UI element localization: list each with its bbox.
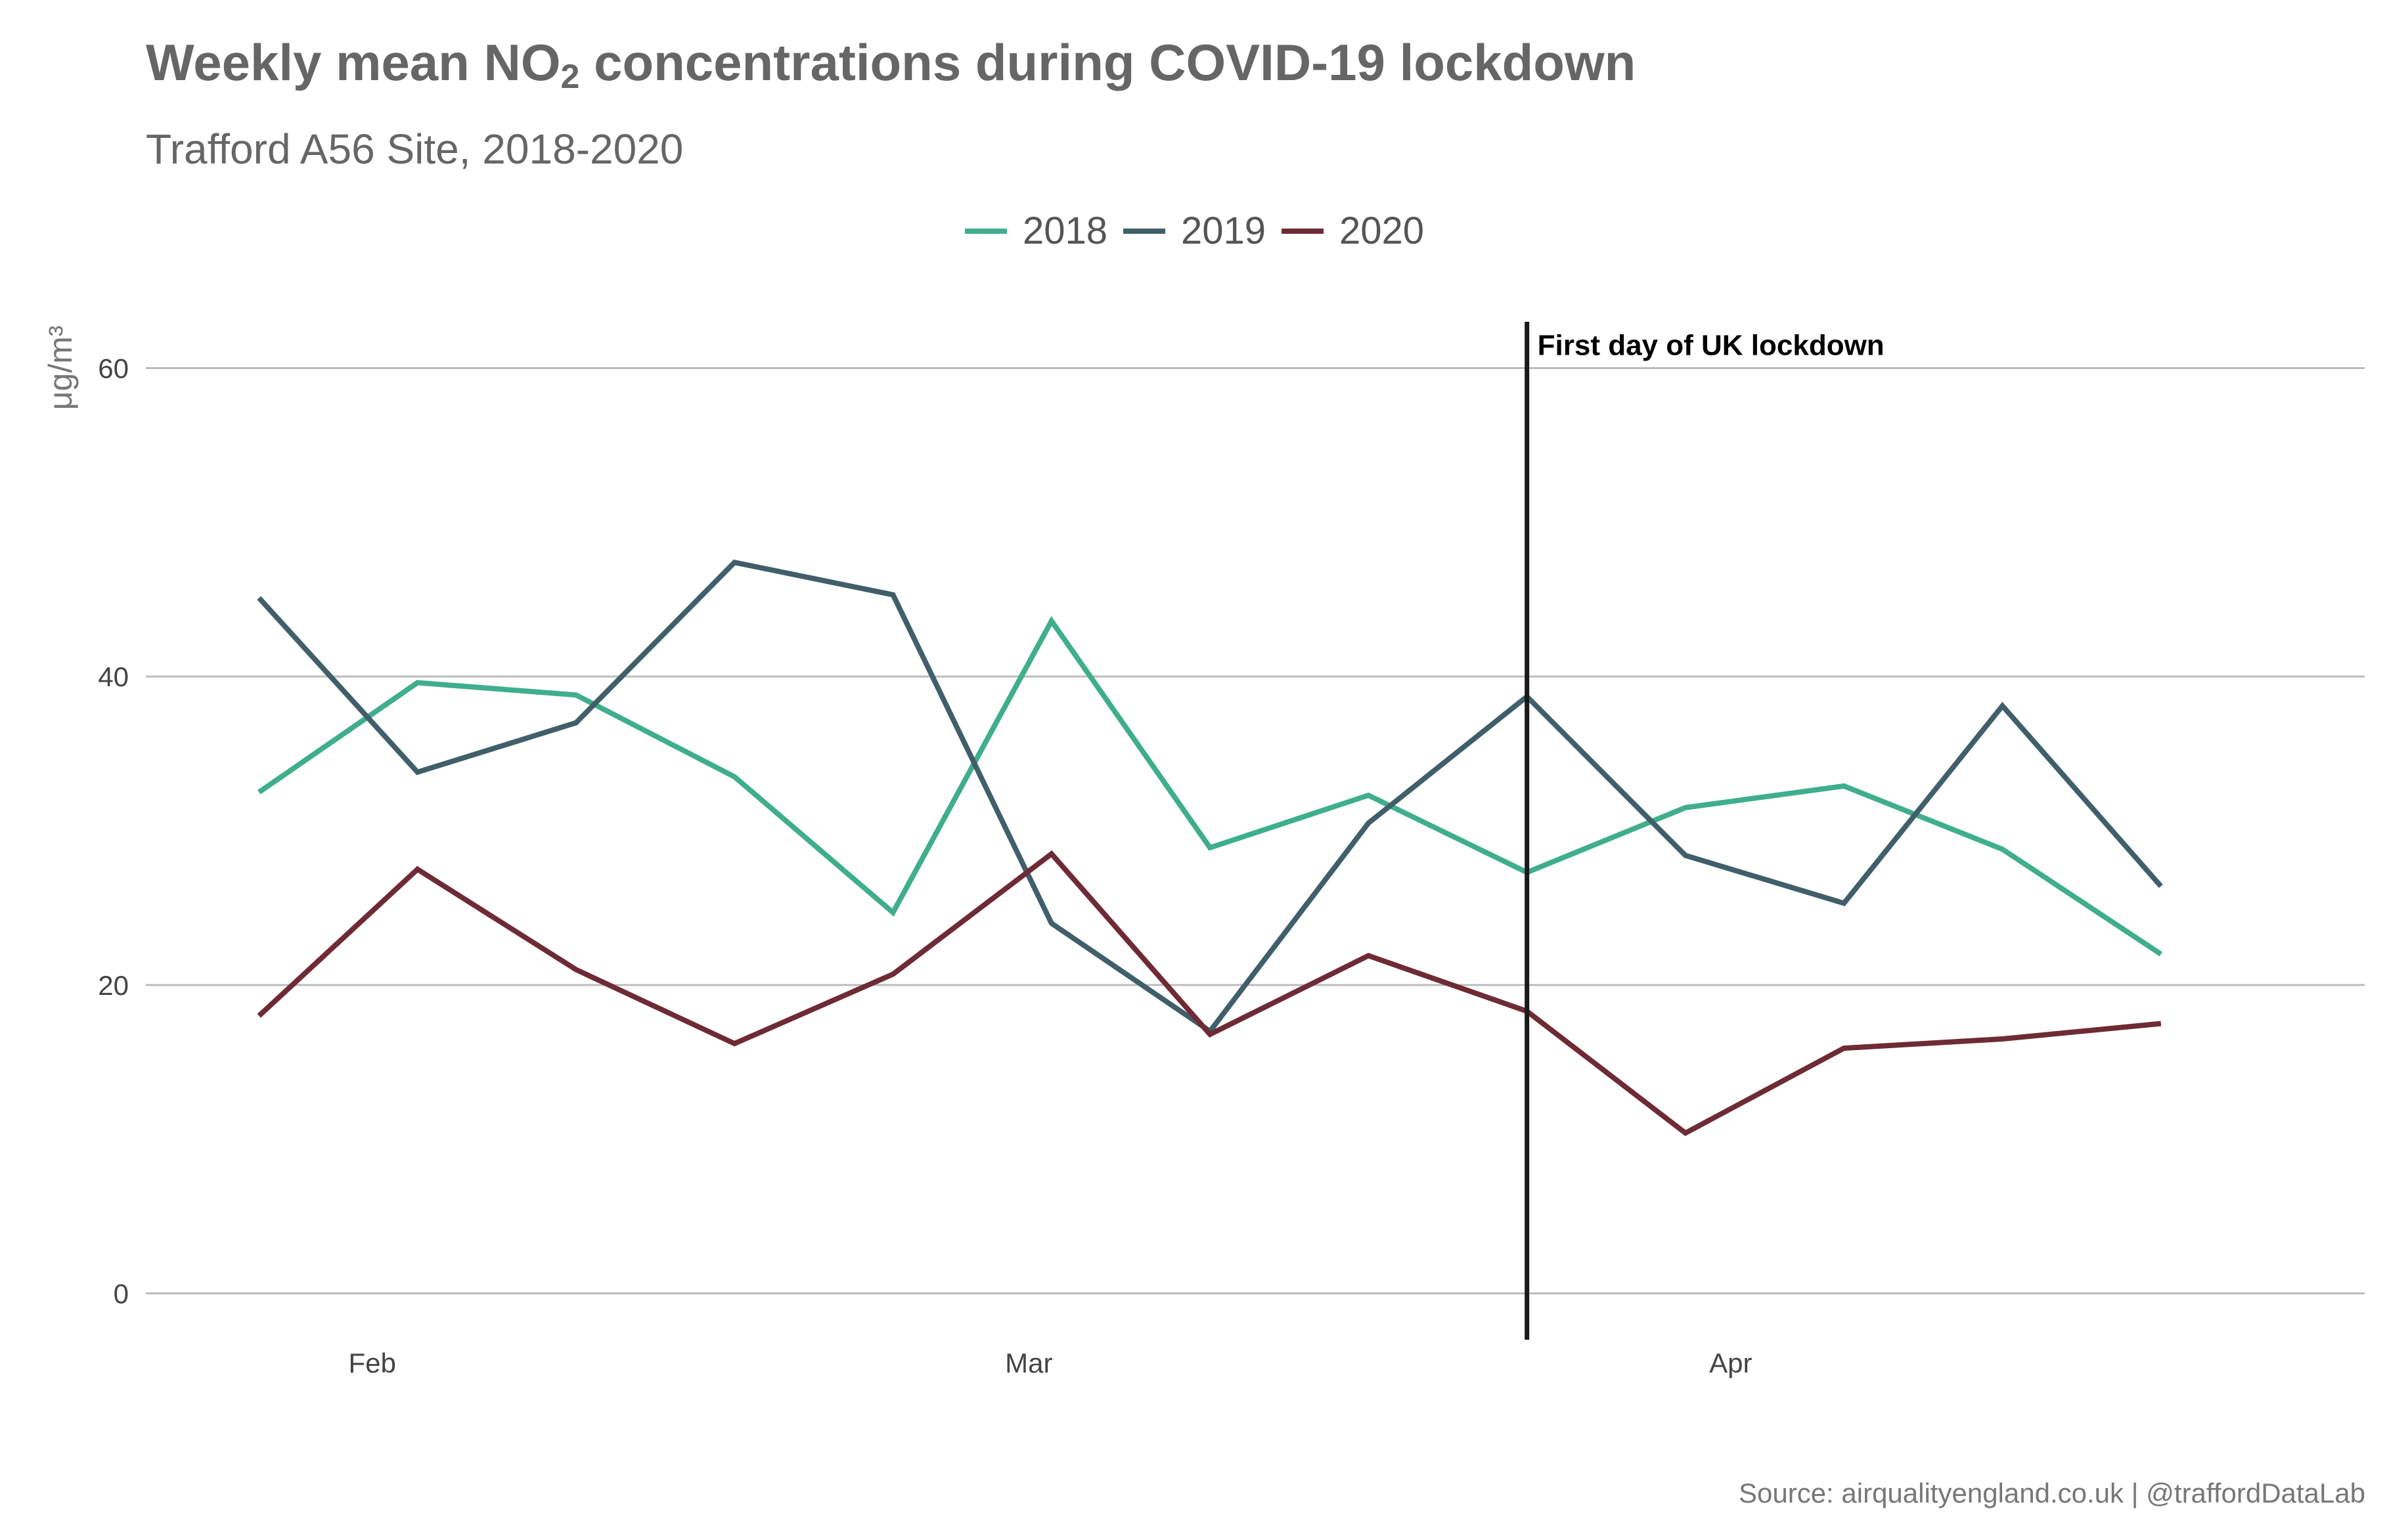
y-tick-label: 0 <box>114 1279 129 1309</box>
x-tick-label-apr: Apr <box>1709 1348 1752 1378</box>
y-tick-label: 40 <box>98 661 129 692</box>
legend-label-2018: 2018 <box>1022 209 1107 252</box>
series-line-2020 <box>257 850 2162 1137</box>
chart-subtitle: Trafford A56 Site, 2018-2020 <box>146 125 684 173</box>
y-tick-label: 60 <box>98 353 129 384</box>
legend-item-2019: 2019 <box>1123 209 1266 253</box>
legend-key-2018 <box>964 228 1007 234</box>
chart-title: Weekly mean NO2 concentrations during CO… <box>146 33 1636 96</box>
x-tick-label-mar: Mar <box>1005 1348 1052 1378</box>
chart-title-subscript: 2 <box>560 58 580 96</box>
lockdown-annotation-label: First day of UK lockdown <box>1538 329 1885 361</box>
legend-label-2019: 2019 <box>1180 209 1266 252</box>
legend-key-2019 <box>1123 228 1165 234</box>
chart-title-suffix: concentrations during COVID-19 lockdown <box>579 33 1636 91</box>
x-tick-label-feb: Feb <box>349 1348 396 1378</box>
y-tick-label: 20 <box>98 970 129 1001</box>
source-caption: Source: airqualityengland.co.uk | @traff… <box>1738 1478 2365 1508</box>
legend-label-2020: 2020 <box>1339 209 1425 252</box>
legend-item-2018: 2018 <box>964 209 1107 253</box>
series-line-2018 <box>257 616 2163 957</box>
chart-legend: 2018 2019 2020 <box>0 209 2389 253</box>
chart-title-prefix: Weekly mean NO <box>146 33 561 91</box>
legend-item-2020: 2020 <box>1282 209 1424 253</box>
legend-key-2020 <box>1282 228 1324 234</box>
